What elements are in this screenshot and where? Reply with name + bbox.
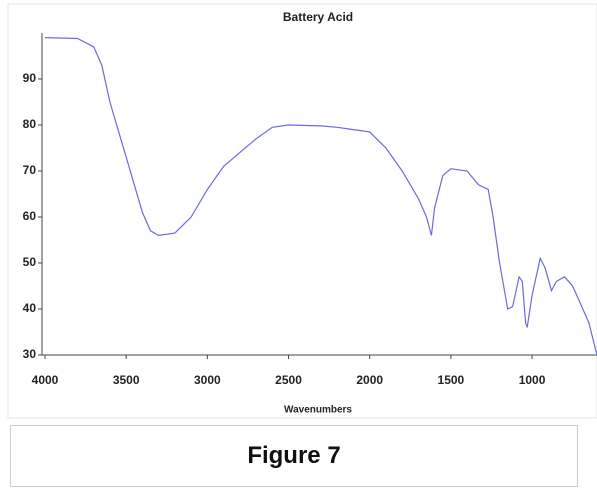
x-tick-label: 4000 xyxy=(32,373,59,387)
x-tick-label: 2000 xyxy=(356,373,383,387)
spectrum-line xyxy=(44,37,597,356)
y-tick-label: 60 xyxy=(23,209,37,223)
chart-frame xyxy=(7,3,597,419)
x-tick-label: 1500 xyxy=(438,373,465,387)
x-tick-label: 3500 xyxy=(113,373,140,387)
y-tick-label: 30 xyxy=(23,347,37,361)
x-tick-label: 3000 xyxy=(194,373,221,387)
y-tick-label: 40 xyxy=(23,301,37,315)
y-tick-label: 70 xyxy=(23,163,37,177)
chart-title: Battery Acid xyxy=(283,10,353,24)
y-tick-label: 90 xyxy=(23,71,37,85)
chart: Battery Acid Wavenumbers 30 40 50 60 70 80 90 4… xyxy=(7,3,597,419)
x-tick-label: 1000 xyxy=(519,373,546,387)
y-tick-label: 80 xyxy=(23,117,37,131)
caption: Figure 7 xyxy=(10,425,578,487)
x-axis-label: Wavenumbers xyxy=(284,405,352,416)
x-tick-label: 2500 xyxy=(275,373,302,387)
y-tick-label: 50 xyxy=(23,255,37,269)
